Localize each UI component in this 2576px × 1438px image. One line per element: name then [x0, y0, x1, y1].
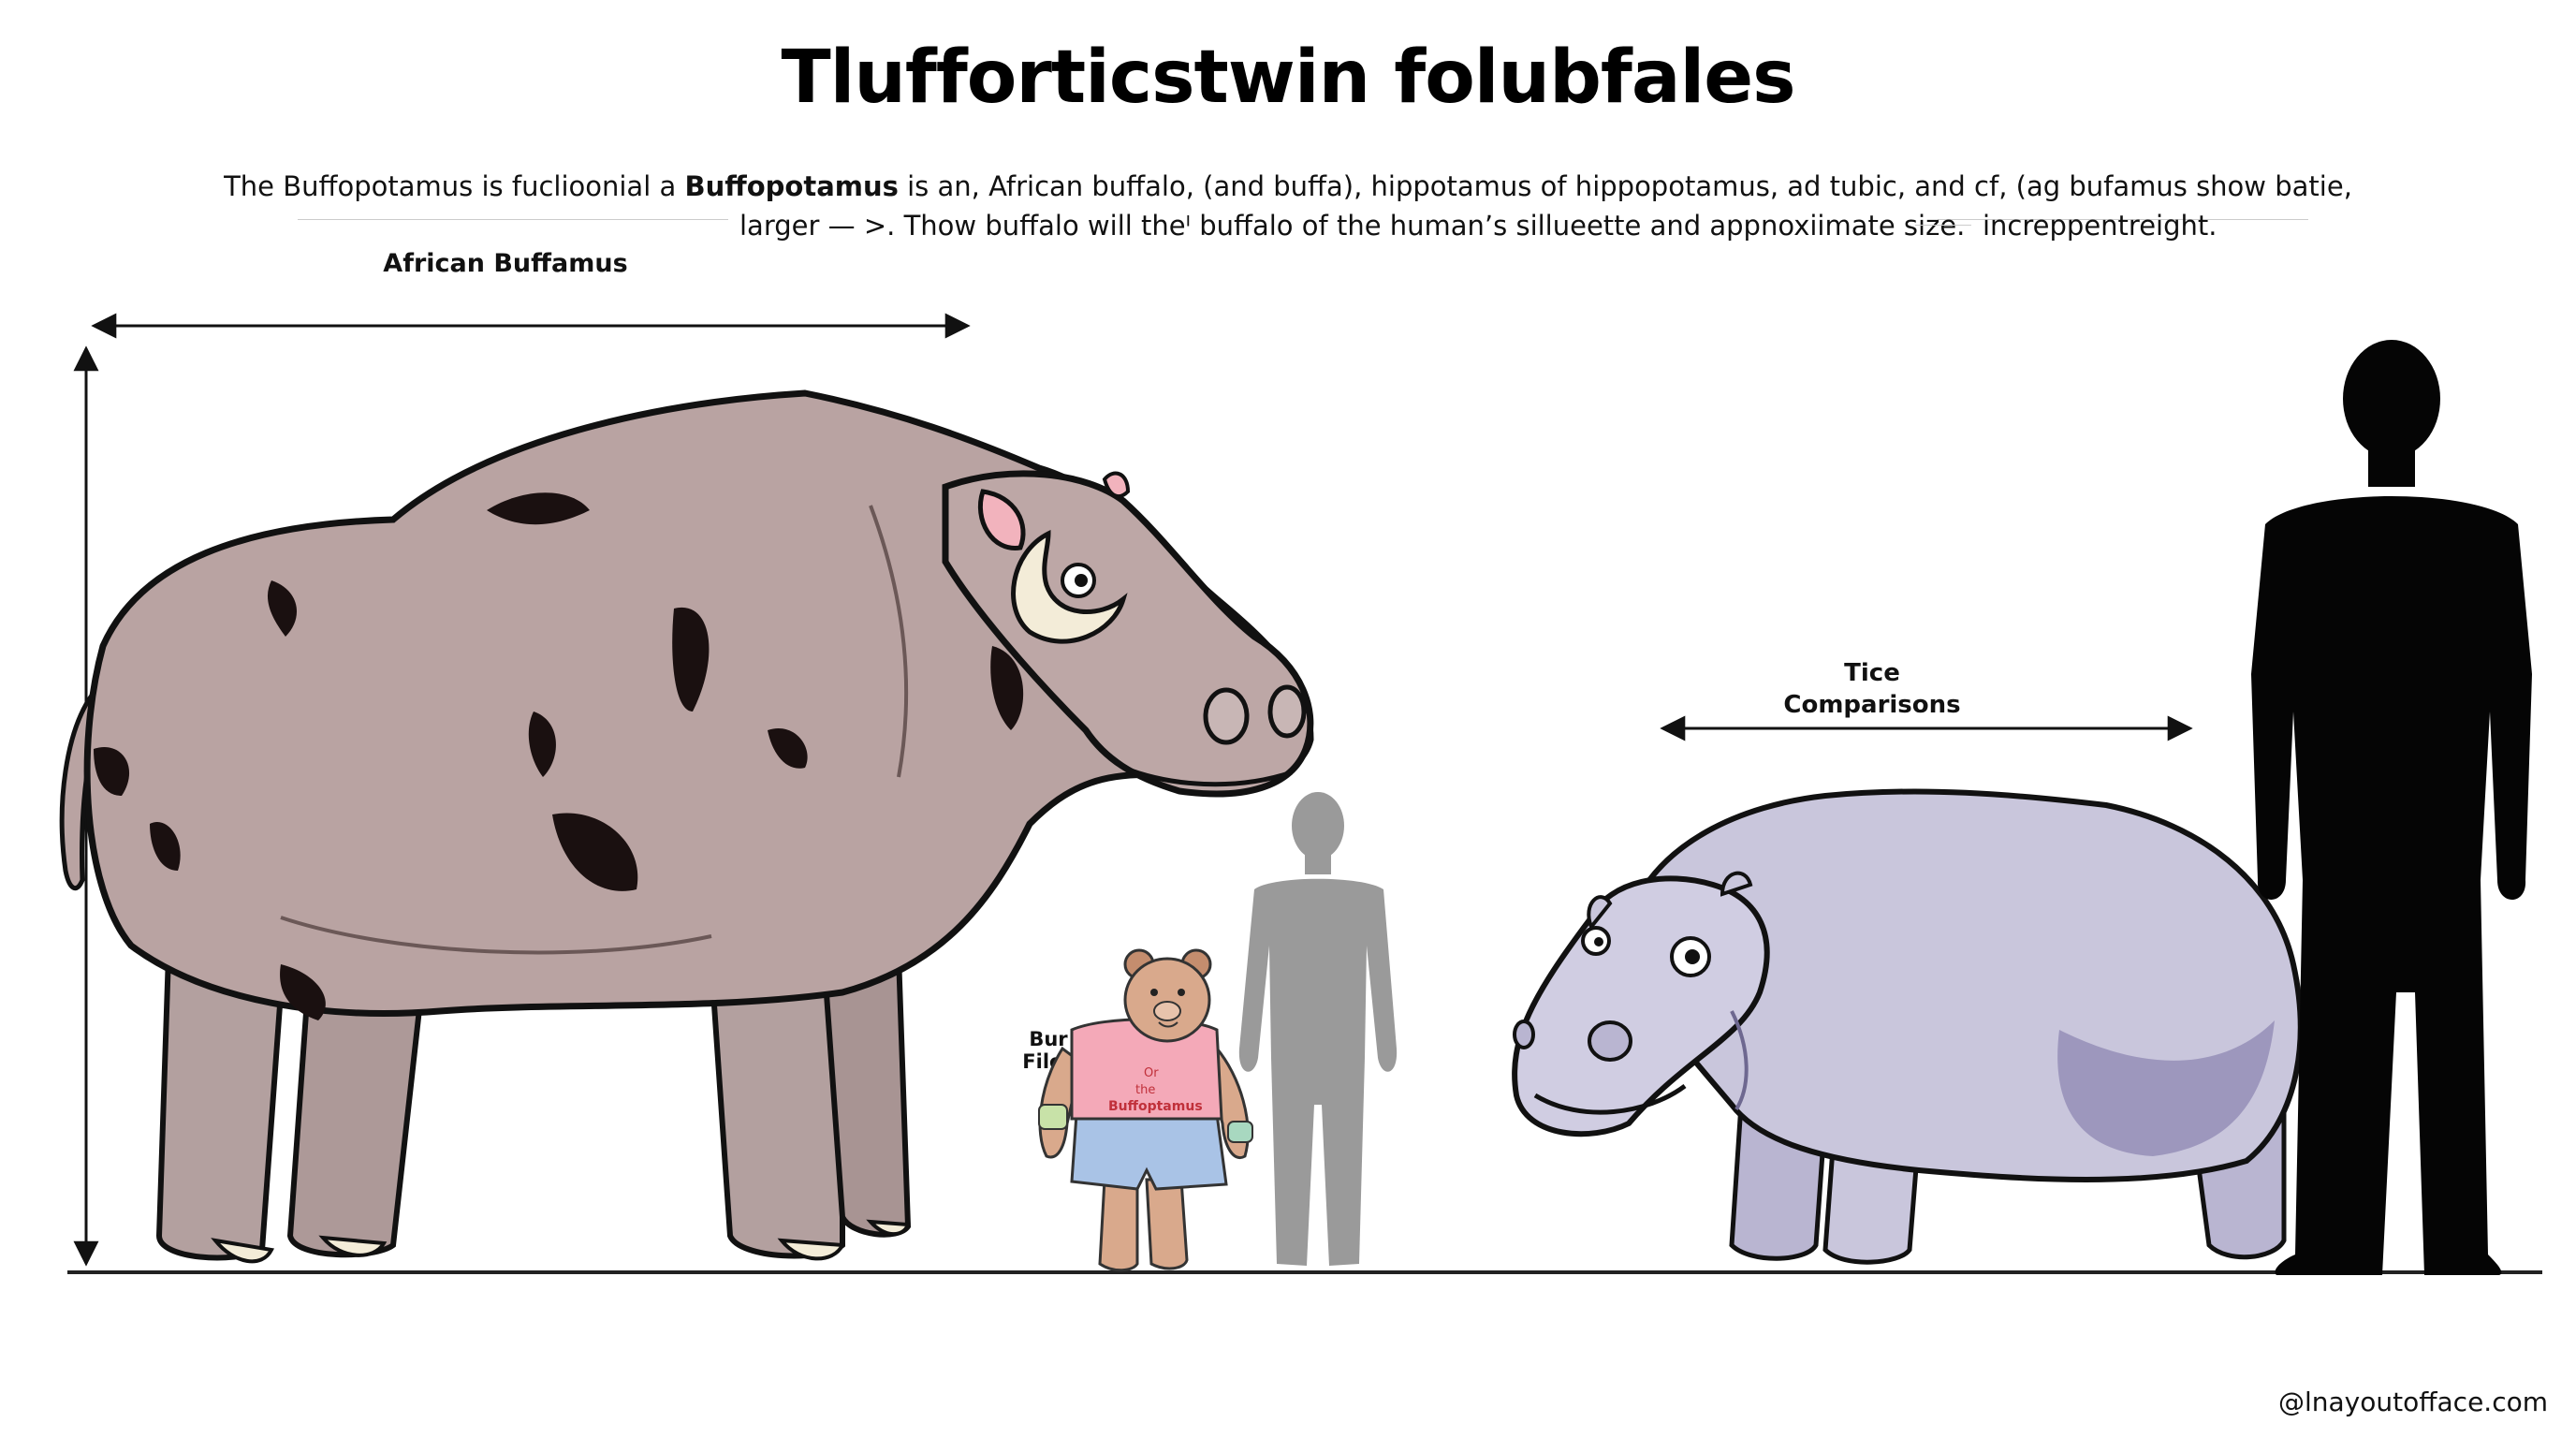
black-human-silhouette [2251, 340, 2532, 1275]
bear-shirt-text-1: Or [1144, 1066, 1159, 1080]
description-line-1: The Buffopotamus is fuclioonial a Buffop… [0, 170, 2576, 202]
watermark: @lnayoutofface.com [2277, 1387, 2548, 1417]
description-dash [1915, 225, 1971, 226]
bear-mascot: Or the Buffoptamus [1038, 948, 1253, 1272]
gray-human-silhouette [1238, 792, 1398, 1266]
description-line-1-post: is an, African buffalo, (and buffa), hip… [898, 170, 2352, 202]
buffopotamus-illustration [59, 389, 1314, 1264]
bear-shirt-text-2: the [1135, 1083, 1155, 1097]
description-rule-left [298, 219, 728, 220]
page-title: Tlufforticstwin folubfales [781, 36, 1795, 120]
comparisons-label: Comparisons [1783, 691, 1961, 719]
bur-label: Bur [1029, 1028, 1068, 1050]
bear-shirt-text-3: Buffoptamus [1108, 1099, 1203, 1114]
tice-label: Tice [1844, 659, 1900, 687]
description-line-2-left: larger — >. Thow buffalo will theᴵ buffa… [739, 210, 1966, 242]
african-buffamus-label: African Buffamus [383, 249, 628, 278]
description-line-2-right: increppentreight. [1983, 210, 2217, 242]
description-line-1-bold: Buffopotamus [684, 170, 899, 202]
description-rule-right [1938, 219, 2308, 220]
description-line-1-pre: The Buffopotamus is fuclioonial a [224, 170, 685, 202]
hippo-illustration [1512, 788, 2304, 1265]
